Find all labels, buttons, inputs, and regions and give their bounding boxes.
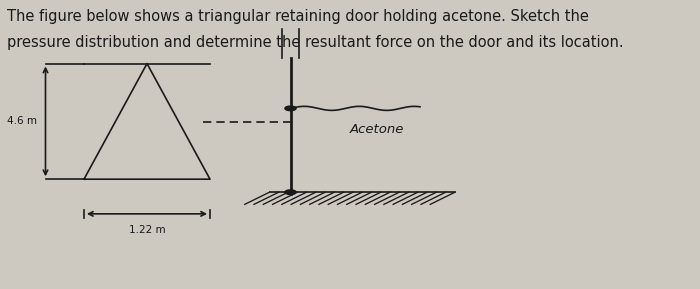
Text: 1.22 m: 1.22 m [129, 225, 165, 236]
Text: 4.6 m: 4.6 m [7, 116, 37, 126]
Text: The figure below shows a triangular retaining door holding acetone. Sketch the: The figure below shows a triangular reta… [7, 9, 589, 24]
Text: pressure distribution and determine the resultant force on the door and its loca: pressure distribution and determine the … [7, 35, 624, 50]
Circle shape [285, 190, 296, 194]
Circle shape [285, 106, 296, 111]
Text: Acetone: Acetone [350, 123, 405, 136]
